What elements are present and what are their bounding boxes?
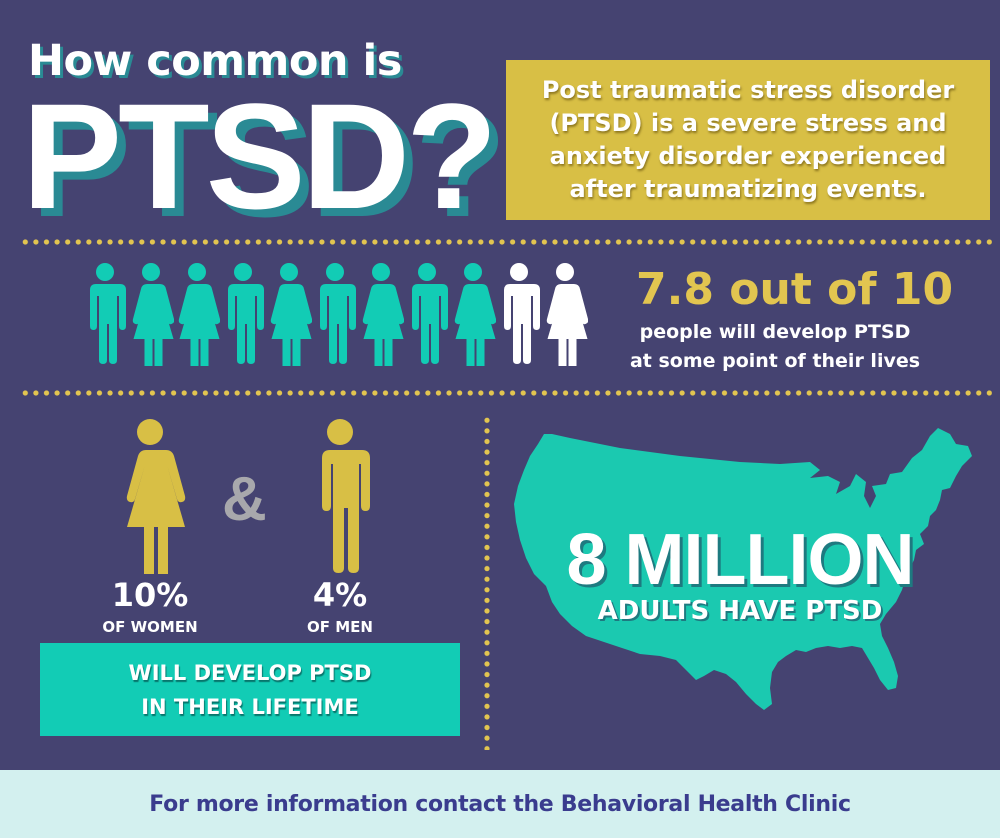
stat-headline: 7.8 out of 10 bbox=[636, 264, 954, 315]
lifetime-line-2: IN THEIR LIFETIME bbox=[141, 694, 359, 719]
stat-subtext-line-1: people will develop PTSD bbox=[639, 321, 911, 343]
title-ptsd: PTSD? bbox=[22, 72, 498, 240]
definition-box: Post traumatic stress disorder (PTSD) is… bbox=[506, 60, 990, 220]
men-percent: 4% bbox=[312, 576, 368, 614]
divider-top bbox=[20, 239, 992, 245]
man-icon bbox=[320, 263, 356, 364]
woman-icon bbox=[454, 263, 496, 366]
man-icon bbox=[412, 263, 448, 364]
footer-contact-text: For more information contact the Behavio… bbox=[149, 791, 851, 817]
woman-icon bbox=[546, 263, 588, 366]
footer-bar: For more information contact the Behavio… bbox=[0, 770, 1000, 838]
woman-icon bbox=[126, 419, 186, 574]
stat-subtext: people will develop PTSD at some point o… bbox=[610, 318, 940, 376]
stat-subtext-line-2: at some point of their lives bbox=[629, 350, 921, 372]
million-number: 8 MILLION bbox=[566, 520, 915, 600]
women-percent: 10% bbox=[111, 576, 189, 614]
title-line-1: How common is bbox=[28, 36, 402, 86]
men-label: OF MEN bbox=[307, 618, 373, 636]
man-icon bbox=[318, 419, 370, 573]
us-map-icon bbox=[514, 428, 972, 710]
divider-vertical bbox=[484, 415, 490, 750]
woman-icon bbox=[270, 263, 312, 366]
man-icon bbox=[90, 263, 126, 364]
lifetime-line-1: WILL DEVELOP PTSD bbox=[128, 660, 372, 685]
woman-icon bbox=[362, 263, 404, 366]
man-icon bbox=[228, 263, 264, 364]
women-label: OF WOMEN bbox=[102, 618, 198, 636]
ampersand: & bbox=[222, 465, 267, 534]
million-label: ADULTS HAVE PTSD bbox=[597, 596, 883, 626]
woman-icon bbox=[178, 263, 220, 366]
divider-middle bbox=[20, 390, 992, 396]
woman-icon bbox=[132, 263, 174, 366]
man-icon bbox=[504, 263, 540, 364]
people-icon-row bbox=[82, 262, 588, 366]
lifetime-box: WILL DEVELOP PTSD IN THEIR LIFETIME bbox=[40, 643, 460, 736]
definition-text: Post traumatic stress disorder (PTSD) is… bbox=[541, 76, 955, 203]
